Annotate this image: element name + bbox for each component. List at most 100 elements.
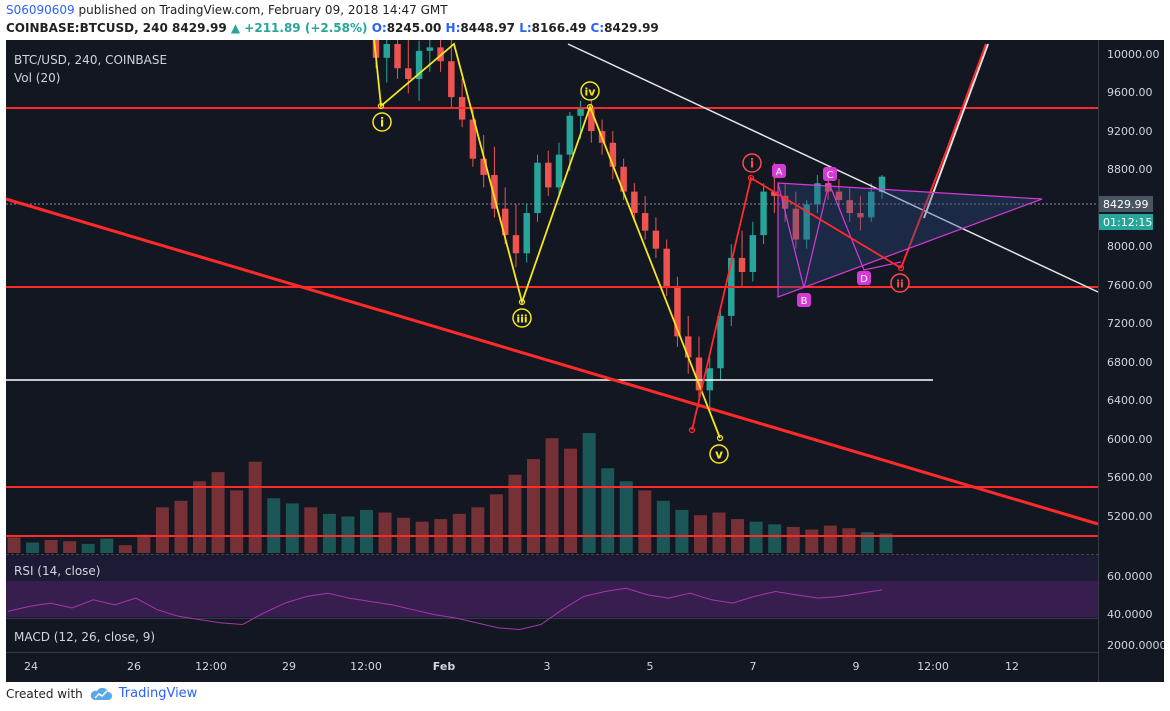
candle-body	[792, 208, 800, 240]
volume-bar	[693, 515, 707, 553]
volume-bar	[155, 507, 169, 553]
candle-body	[695, 357, 703, 391]
open-label: O:	[371, 21, 387, 35]
time-tick: 7	[750, 660, 757, 673]
tradingview-brand-link[interactable]: TradingView	[118, 686, 198, 701]
yellow-wave-label-iv: iv	[580, 81, 600, 101]
time-tick: 9	[853, 660, 860, 673]
volume-bar	[582, 433, 596, 553]
symmetrical-triangle	[777, 182, 1043, 298]
close-label: C:	[590, 21, 605, 35]
volume-bar	[415, 521, 429, 553]
candle-body	[641, 213, 649, 231]
label-text: v	[715, 448, 723, 462]
label-text: D	[860, 274, 868, 285]
volume-bar	[656, 500, 670, 553]
candle-body	[426, 47, 434, 51]
candle-body	[501, 208, 509, 236]
candle-body	[620, 166, 627, 192]
label-text: i	[380, 116, 384, 130]
price-tick: 6000.00	[1107, 433, 1153, 446]
red-wave-dots	[688, 174, 905, 434]
triangle-label-d: D	[857, 271, 871, 285]
time-tick: 3	[544, 660, 551, 673]
price-tick: 5600.00	[1107, 471, 1153, 484]
candle-body	[803, 204, 810, 240]
volume-bar	[749, 521, 763, 553]
candle-body	[684, 336, 692, 358]
candle-body	[846, 200, 853, 214]
candle-body	[512, 235, 520, 254]
volume-bar	[489, 494, 503, 553]
tradingview-cloud-icon	[90, 687, 112, 700]
candle-body	[760, 191, 767, 236]
time-axis[interactable]: 24 26 12:00 29 12:00 Feb 3 5 7 9 12:00 1…	[24, 660, 1019, 673]
volume-bar	[100, 538, 114, 553]
time-tick: Feb	[433, 660, 456, 673]
candle-body	[663, 248, 670, 287]
macd-pane-label: MACD (12, 26, close, 9)	[14, 630, 155, 644]
high-label: H:	[445, 21, 461, 35]
rsi-line	[7, 587, 883, 631]
label-text: A	[776, 167, 783, 178]
volume-bar	[545, 438, 559, 553]
yellow-wave-dots	[377, 102, 724, 442]
candle-body	[415, 50, 423, 79]
volume-bar	[471, 507, 485, 553]
candle-body	[717, 315, 724, 369]
red-wave-label-ii: ii	[890, 273, 910, 293]
volume-bar	[137, 534, 151, 553]
open-value: 8245.00	[386, 21, 442, 35]
volume-bar	[341, 516, 355, 553]
time-tick: 12:00	[350, 660, 382, 673]
volume-pane-label: Vol (20)	[14, 71, 60, 85]
candle-body	[588, 108, 595, 132]
volume-bar	[174, 500, 188, 553]
high-value: 8448.97	[460, 21, 516, 35]
candle-body	[738, 257, 746, 272]
volume-bar	[322, 513, 336, 553]
volume-bar	[675, 509, 689, 553]
author-link[interactable]: S06090609	[6, 3, 75, 17]
rsi-axis: 60.0000 40.0000	[1107, 570, 1153, 621]
candle-body	[491, 174, 498, 209]
rsi-pane-label: RSI (14, close)	[14, 564, 100, 578]
price-tick: 6400.00	[1107, 394, 1153, 407]
yellow-wave-path	[373, 40, 721, 439]
volume-bar	[81, 543, 95, 553]
projection-white-line	[923, 43, 989, 219]
price-tick: 5200.00	[1107, 510, 1153, 523]
rsi-tick: 40.0000	[1107, 608, 1153, 621]
volume-bar	[768, 524, 782, 553]
low-label: L:	[519, 21, 532, 35]
label-text: iii	[516, 313, 527, 326]
price-tick: 9200.00	[1107, 125, 1153, 138]
ohlc-line: COINBASE:BTCUSD, 240 8429.99 ▲ +211.89 (…	[6, 21, 659, 35]
volume-bar	[230, 490, 244, 553]
last-price-text: 8429.99	[172, 21, 227, 35]
last-price-badge-text: 8429.99	[1103, 198, 1149, 211]
candle-body	[405, 68, 412, 79]
time-tick: 24	[24, 660, 38, 673]
volume-bar	[211, 472, 225, 553]
candle-body	[383, 44, 390, 58]
main-pane-label: BTC/USD, 240, COINBASE	[14, 53, 167, 67]
label-text: C	[827, 170, 834, 181]
candle-body	[814, 183, 821, 205]
price-tick: 9600.00	[1107, 86, 1153, 99]
candle-body	[534, 162, 541, 214]
time-tick: 29	[282, 660, 296, 673]
candle-body	[631, 191, 638, 214]
candle-body	[857, 213, 864, 218]
time-tick: 12:00	[917, 660, 949, 673]
volume-bar	[860, 532, 874, 553]
volume-bar	[564, 448, 578, 553]
volume-bar	[805, 529, 819, 553]
price-tick: 10000.00	[1107, 48, 1160, 61]
created-with-text: Created with	[6, 686, 83, 701]
candle-body	[469, 119, 477, 159]
volume-bar	[638, 490, 652, 553]
price-chart[interactable]: i iii iv v i ii A B C D BTC/USD, 240, CO…	[6, 40, 1164, 682]
time-tick: 5	[647, 660, 654, 673]
time-tick: 12:00	[195, 660, 227, 673]
